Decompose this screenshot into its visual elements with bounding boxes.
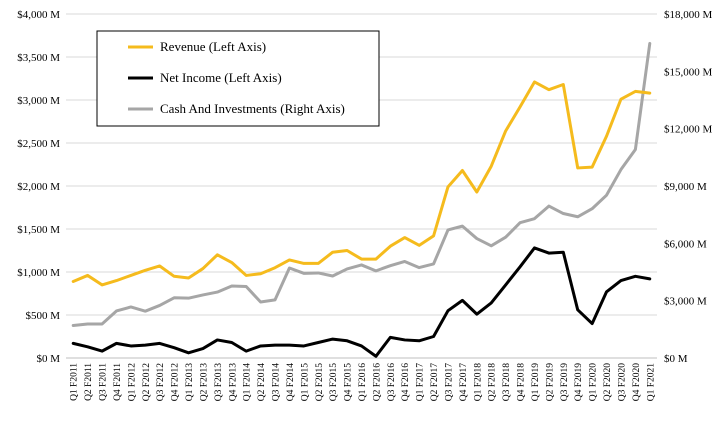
x-axis-tick-label: Q4 F2017 (459, 363, 469, 402)
right-axis-tick-label: $9,000 M (664, 181, 707, 193)
x-axis-tick-label: Q3 F2013 (214, 363, 224, 402)
left-axis-tick-label: $4,000 M (17, 9, 60, 21)
x-axis-tick-label: Q4 F2015 (344, 363, 354, 402)
x-axis-tick-label: Q1 F2015 (300, 363, 310, 402)
left-axis-tick-label: $2,500 M (17, 138, 60, 150)
x-axis-tick-label: Q4 F2016 (401, 363, 411, 402)
x-axis-tick-label: Q4 F2019 (574, 363, 584, 402)
x-axis-tick-label: Q2 F2013 (199, 363, 209, 402)
x-axis-tick-label: Q1 F2018 (473, 363, 483, 402)
x-axis-tick-label: Q1 F2019 (531, 363, 541, 402)
x-axis-tick-label: Q3 F2020 (617, 363, 627, 402)
x-axis-tick-label: Q4 F2013 (228, 363, 238, 402)
legend-label-net-income: Net Income (Left Axis) (160, 70, 282, 85)
x-axis-tick-label: Q3 F2014 (272, 363, 282, 402)
left-axis-tick-label: $1,000 M (17, 267, 60, 279)
right-axis-tick-label: $15,000 M (664, 66, 713, 78)
x-axis-tick-label: Q3 F2018 (502, 363, 512, 402)
x-axis-tick-label: Q3 F2011 (99, 363, 109, 401)
right-axis-tick-label: $18,000 M (664, 9, 713, 21)
x-axis-tick-label: Q2 F2020 (603, 363, 613, 402)
x-axis-tick-label: Q2 F2016 (372, 363, 382, 402)
left-axis-tick-label: $3,500 M (17, 52, 60, 64)
x-axis-tick-label: Q1 F2011 (70, 363, 80, 401)
left-axis-tick-label: $1,500 M (17, 224, 60, 236)
x-axis-tick-label: Q1 F2016 (358, 363, 368, 402)
legend-entry-revenue: Revenue (Left Axis) (128, 39, 266, 54)
x-axis-tick-label: Q2 F2014 (257, 363, 267, 402)
right-axis-tick-label: $6,000 M (664, 238, 707, 250)
left-axis-tick-label: $0 M (36, 353, 60, 365)
x-axis-tick-label: Q4 F2018 (517, 363, 527, 402)
x-axis-tick-label: Q1 F2020 (589, 363, 599, 402)
series-line-2 (71, 41, 652, 328)
x-axis-tick-label: Q3 F2016 (387, 363, 397, 402)
legend-entry-net-income: Net Income (Left Axis) (128, 70, 282, 85)
x-axis-tick-label: Q1 F2014 (243, 363, 253, 402)
right-axis-tick-label: $12,000 M (664, 124, 713, 136)
x-axis-tick-label: Q2 F2019 (545, 363, 555, 402)
x-axis-ticks: Q1 F2011 Q2 F2011 Q3 F2011 Q4 F2011 Q1 F2012… (70, 363, 657, 402)
series-line-1 (71, 246, 652, 358)
x-axis-tick-label: Q2 F2015 (315, 363, 325, 402)
x-axis-tick-label: Q1 F2021 (646, 363, 656, 402)
series-lines (71, 41, 652, 358)
x-axis-tick-label: Q4 F2014 (286, 363, 296, 402)
x-axis-tick-label: Q3 F2017 (444, 363, 454, 402)
right-axis-tick-label: $3,000 M (664, 296, 707, 308)
x-axis-tick-label: Q2 F2011 (84, 363, 94, 401)
series-line-0 (71, 80, 652, 287)
x-axis-tick-label: Q3 F2019 (560, 363, 570, 402)
x-axis-tick-label: Q1 F2013 (185, 363, 195, 402)
x-axis-tick-label: Q3 F2012 (156, 363, 166, 402)
legend-label-revenue: Revenue (Left Axis) (160, 39, 266, 54)
left-axis-tick-label: $500 M (25, 310, 60, 322)
x-axis-tick-label: Q3 F2015 (329, 363, 339, 402)
left-axis-tick-label: $2,000 M (17, 181, 60, 193)
x-axis-tick-label: Q2 F2012 (142, 363, 152, 402)
x-axis-tick-label: Q1 F2017 (416, 363, 426, 402)
right-axis-tick-label: $0 M (664, 353, 688, 365)
x-axis-tick-label: Q2 F2018 (488, 363, 498, 402)
legend-entry-cash: Cash And Investments (Right Axis) (128, 101, 345, 116)
x-axis-tick-label: Q4 F2012 (171, 363, 181, 402)
x-axis-tick-label: Q4 F2011 (113, 363, 123, 401)
x-axis-tick-label: Q4 F2020 (632, 363, 642, 402)
left-axis-tick-label: $3,000 M (17, 95, 60, 107)
x-axis-tick-label: Q1 F2012 (127, 363, 137, 402)
legend-label-cash: Cash And Investments (Right Axis) (160, 101, 345, 116)
right-axis-ticks: $0 M $3,000 M $6,000 M $9,000 M $12,000 M $15… (664, 9, 713, 365)
legend: Revenue (Left Axis) Net Income (Left Axi… (96, 30, 380, 127)
left-axis-ticks: $0 M $500 M $1,000 M $1,500 M $2,000 M $2,500… (17, 9, 60, 365)
x-axis-tick-label: Q2 F2017 (430, 363, 440, 402)
